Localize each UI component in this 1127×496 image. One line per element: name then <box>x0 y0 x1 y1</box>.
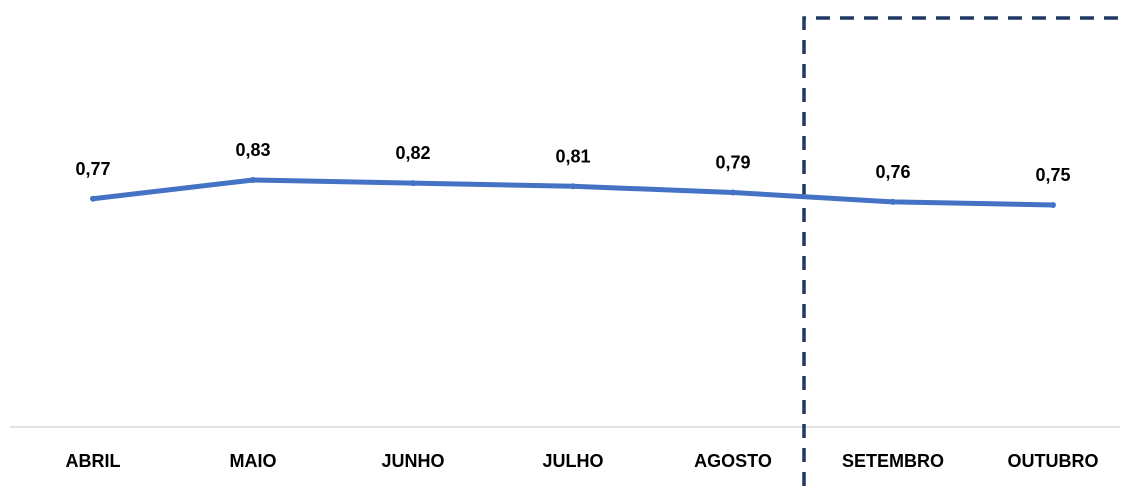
data-label: 0,83 <box>235 140 270 160</box>
data-point <box>570 183 576 190</box>
data-labels: 0,77 0,83 0,82 0,81 0,79 0,76 0,75 <box>75 140 1070 185</box>
data-label: 0,75 <box>1035 165 1070 185</box>
x-tick-label: JULHO <box>542 451 603 471</box>
data-point <box>1050 202 1056 208</box>
data-point <box>90 195 96 202</box>
x-tick-label: OUTUBRO <box>1008 451 1099 471</box>
data-label: 0,76 <box>875 162 910 182</box>
x-tick-label: MAIO <box>230 451 277 471</box>
x-tick-label: JUNHO <box>381 451 444 471</box>
data-label: 0,81 <box>555 146 590 166</box>
data-point <box>410 180 416 187</box>
data-label: 0,79 <box>715 153 750 173</box>
data-point <box>890 198 896 205</box>
x-tick-label: ABRIL <box>66 451 121 471</box>
data-point <box>730 189 736 196</box>
series-layer <box>90 177 1056 208</box>
highlight-dashed-box <box>802 16 1120 486</box>
x-tick-label: AGOSTO <box>694 451 772 471</box>
x-tick-labels: ABRIL MAIO JUNHO JULHO AGOSTO SETEMBRO OUTUBRO <box>66 451 1099 471</box>
x-tick-label: SETEMBRO <box>842 451 944 471</box>
data-point <box>250 177 256 183</box>
data-label: 0,82 <box>395 143 430 163</box>
data-label: 0,77 <box>75 159 110 179</box>
